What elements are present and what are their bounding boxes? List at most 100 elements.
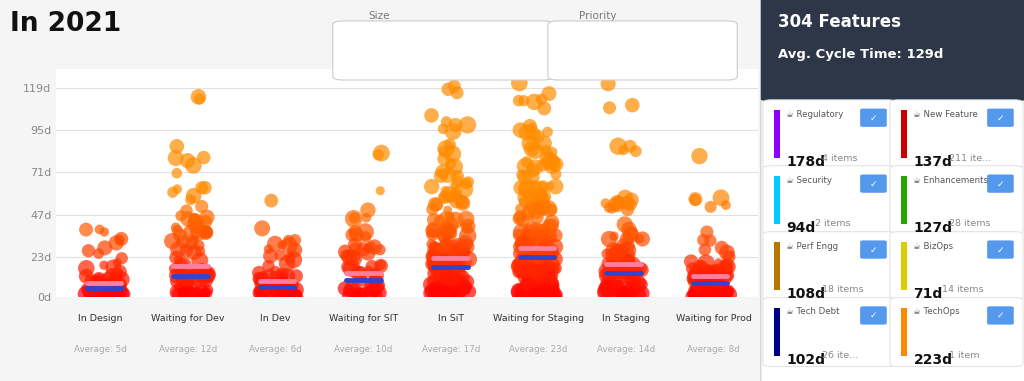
- Point: [368, 275, 384, 281]
- Point: [446, 182, 463, 188]
- Point: [252, 290, 268, 296]
- Point: [618, 253, 635, 259]
- Point: [690, 285, 707, 291]
- Text: ✓: ✓: [996, 311, 1005, 320]
- Point: [447, 251, 464, 258]
- Point: [455, 200, 471, 206]
- Point: [446, 277, 463, 283]
- Point: [441, 213, 458, 219]
- Point: [539, 294, 555, 300]
- Text: Average: 10d: Average: 10d: [334, 345, 392, 354]
- Text: ☕ BizOps: ☕ BizOps: [913, 242, 953, 251]
- Point: [460, 122, 476, 128]
- Point: [461, 288, 477, 295]
- Point: [513, 185, 529, 191]
- Point: [623, 287, 639, 293]
- Point: [437, 269, 454, 275]
- Point: [176, 290, 193, 296]
- Point: [542, 252, 558, 258]
- Point: [714, 291, 730, 297]
- Point: [687, 273, 703, 279]
- Point: [108, 287, 124, 293]
- Point: [369, 293, 385, 299]
- Point: [97, 280, 114, 286]
- Point: [601, 105, 617, 111]
- Point: [266, 286, 283, 292]
- Point: [534, 96, 550, 102]
- Point: [539, 224, 555, 230]
- Point: [625, 278, 641, 284]
- Point: [531, 191, 548, 197]
- Point: [613, 259, 630, 265]
- Point: [82, 287, 98, 293]
- Point: [720, 264, 736, 270]
- Point: [540, 275, 556, 281]
- Point: [688, 291, 705, 298]
- Point: [520, 235, 537, 241]
- Text: ☕ TechOps: ☕ TechOps: [913, 307, 961, 317]
- Point: [631, 266, 647, 272]
- Text: Size: Size: [369, 11, 390, 21]
- Point: [189, 222, 206, 228]
- Point: [525, 131, 542, 138]
- Point: [540, 260, 556, 266]
- Point: [458, 181, 474, 187]
- Point: [698, 270, 715, 276]
- Point: [424, 206, 440, 212]
- Point: [531, 285, 548, 291]
- Point: [456, 285, 472, 291]
- Point: [449, 290, 465, 296]
- Point: [254, 225, 270, 231]
- Point: [541, 231, 557, 237]
- Point: [608, 292, 625, 298]
- Point: [615, 147, 632, 153]
- Point: [288, 287, 304, 293]
- Point: [266, 273, 283, 279]
- Text: 1 item: 1 item: [949, 351, 980, 360]
- Point: [270, 281, 287, 287]
- Point: [523, 227, 540, 233]
- Point: [368, 287, 384, 293]
- Point: [287, 294, 303, 300]
- Point: [447, 263, 464, 269]
- Point: [261, 271, 278, 277]
- Point: [83, 290, 99, 296]
- Point: [511, 232, 527, 238]
- Text: 211 ite...: 211 ite...: [949, 154, 991, 163]
- Point: [286, 257, 302, 263]
- Point: [352, 291, 369, 297]
- Point: [522, 202, 539, 208]
- Point: [521, 280, 538, 286]
- Text: ☕ Security: ☕ Security: [786, 176, 833, 185]
- Point: [436, 255, 453, 261]
- Point: [197, 185, 213, 191]
- Point: [692, 266, 709, 272]
- Point: [195, 293, 211, 299]
- Point: [346, 285, 362, 291]
- Point: [286, 292, 302, 298]
- Point: [535, 193, 551, 199]
- Point: [451, 285, 467, 291]
- Point: [263, 290, 280, 296]
- Point: [438, 290, 455, 296]
- Point: [170, 289, 186, 295]
- Point: [185, 237, 202, 243]
- Text: 223d: 223d: [913, 353, 952, 367]
- Point: [431, 218, 447, 224]
- Point: [534, 234, 550, 240]
- Point: [599, 285, 615, 291]
- Point: [518, 130, 535, 136]
- Point: [100, 293, 117, 299]
- Point: [513, 240, 529, 246]
- Point: [542, 233, 558, 239]
- Point: [428, 260, 444, 266]
- Point: [715, 290, 731, 296]
- Point: [186, 216, 203, 223]
- Point: [426, 278, 442, 284]
- Point: [170, 246, 186, 252]
- Point: [165, 189, 181, 195]
- Point: [96, 245, 113, 251]
- Text: In 2021: In 2021: [10, 11, 122, 37]
- Point: [538, 287, 554, 293]
- Point: [717, 274, 733, 280]
